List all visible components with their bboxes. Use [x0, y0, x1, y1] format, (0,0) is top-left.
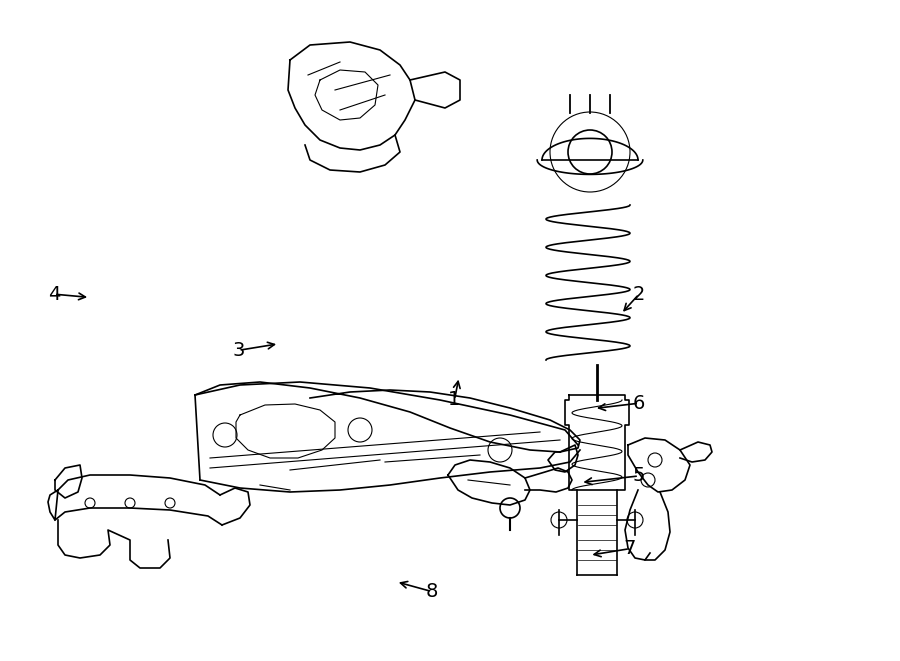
Text: 2: 2 — [633, 285, 645, 303]
Text: 5: 5 — [633, 467, 645, 485]
Text: 7: 7 — [624, 539, 636, 558]
Text: 1: 1 — [448, 391, 461, 409]
Text: 8: 8 — [426, 582, 438, 601]
Text: 6: 6 — [633, 394, 645, 412]
Text: 3: 3 — [232, 341, 245, 360]
Text: 4: 4 — [48, 285, 60, 303]
